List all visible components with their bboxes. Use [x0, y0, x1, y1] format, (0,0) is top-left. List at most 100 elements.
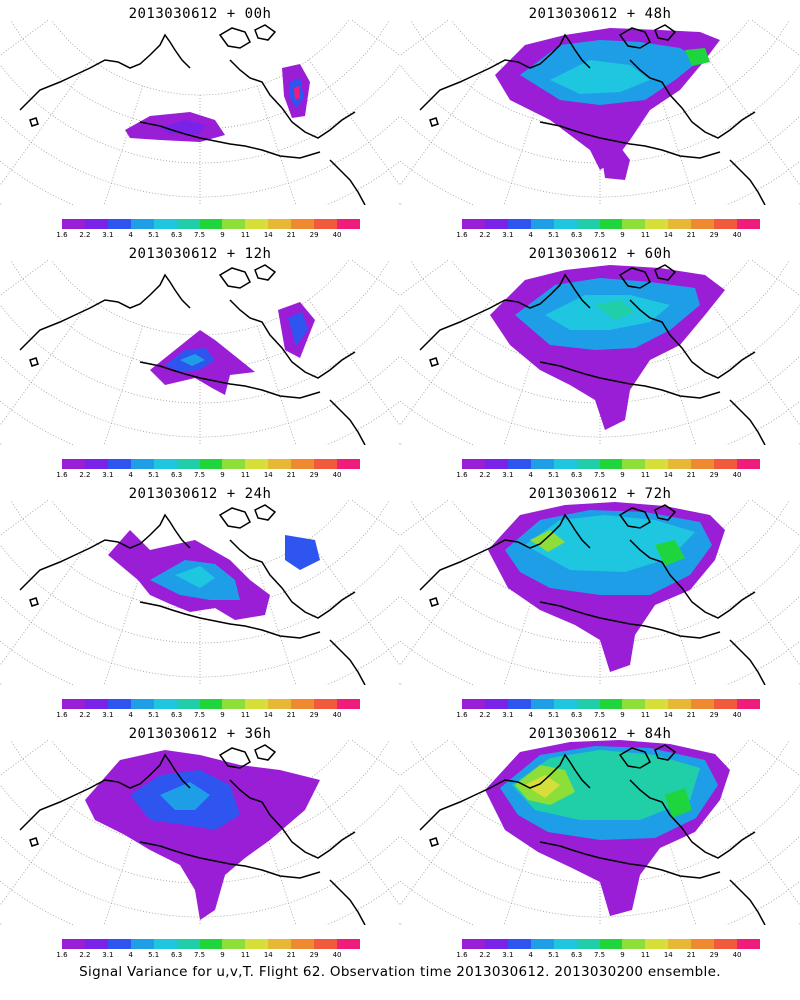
colorbar-tick-label: 7.5	[593, 951, 606, 959]
colorbar-swatch	[62, 699, 85, 709]
colorbar-tick-label: 40	[332, 951, 342, 959]
colorbar-tick-label: 5.1	[548, 471, 560, 479]
colorbar-tick-label: 5.1	[148, 231, 160, 239]
colorbar-swatch	[107, 939, 131, 949]
latitude-gridline	[0, 595, 400, 678]
meridian-gridline	[256, 565, 297, 685]
colorbar-tick-label: 14	[663, 951, 673, 959]
colorbar-swatch	[530, 459, 554, 469]
colorbar-tick-label: 14	[663, 231, 673, 239]
coastline	[19, 33, 191, 111]
colorbar-tick-label: 3.1	[502, 711, 514, 719]
variance-map	[400, 500, 800, 685]
colorbar-tick-label: 40	[332, 231, 342, 239]
colorbar-swatch	[153, 699, 177, 709]
colorbar-swatch	[645, 459, 669, 469]
colorbar-tick-label: 1.6	[456, 471, 468, 479]
figure-caption: Signal Variance for u,v,T. Flight 62. Ob…	[79, 964, 721, 980]
colorbar-tick-label: 1.6	[456, 231, 468, 239]
coastline	[618, 747, 651, 769]
colorbar-swatch	[337, 459, 360, 469]
colorbar-tick-label: 21	[286, 471, 296, 479]
coastline	[539, 121, 721, 159]
meridian-gridline	[308, 59, 400, 186]
colorbar-tick-label: 14	[263, 951, 273, 959]
meridian-gridline	[350, 740, 400, 776]
variance-contour	[600, 140, 630, 180]
colorbar-swatch	[62, 939, 85, 949]
colorbar-swatch	[645, 939, 669, 949]
colorbar-swatch	[291, 939, 315, 949]
colorbar-tick-label: 2.2	[79, 471, 91, 479]
colorbar-swatch	[314, 939, 338, 949]
coastline	[629, 539, 756, 619]
colorbar-swatch	[691, 459, 715, 469]
colorbar-tick-label: 6.3	[171, 951, 183, 959]
colorbar-tick-label: 9	[620, 231, 625, 239]
coastline	[729, 399, 766, 445]
coastline	[254, 264, 277, 281]
colorbar	[62, 699, 360, 709]
colorbar-swatch	[462, 459, 485, 469]
panel-title: 2013030612 + 72h	[528, 486, 672, 502]
colorbar	[62, 459, 360, 469]
colorbar-tick-label: 9	[220, 951, 225, 959]
colorbar-swatch	[130, 219, 154, 229]
colorbar-swatch	[337, 219, 360, 229]
panel-title: 2013030612 + 48h	[528, 6, 672, 22]
colorbar-tick-label: 2.2	[79, 951, 91, 959]
coastline	[139, 601, 321, 639]
colorbar-swatch	[462, 939, 485, 949]
colorbar-swatch	[199, 699, 223, 709]
colorbar-swatch	[507, 939, 531, 949]
colorbar-labels: 1.6 2.2 3.1 4 5.1 6.3 7.5 9 11 14 21 29 40	[56, 711, 360, 721]
map-panel: 2013030612 + 84h 1.6 2.2 3.1 4 5.1 6.3 7.5 9 11 14…	[400, 720, 800, 965]
coastline	[329, 639, 366, 685]
colorbar-swatch	[176, 459, 200, 469]
colorbar-tick-label: 21	[686, 711, 696, 719]
colorbar-swatch	[268, 219, 292, 229]
coastline	[229, 779, 356, 859]
colorbar-swatch	[553, 459, 577, 469]
colorbar-swatch	[645, 219, 669, 229]
colorbar-tick-label: 4	[528, 231, 533, 239]
colorbar-tick-label: 1.6	[56, 231, 68, 239]
meridian-gridline	[308, 299, 400, 426]
meridian-gridline	[503, 85, 544, 205]
colorbar-swatch	[530, 219, 554, 229]
latitude-gridline	[50, 260, 350, 336]
colorbar-tick-label: 2.2	[79, 231, 91, 239]
colorbar-tick-label: 40	[332, 471, 342, 479]
coastline	[419, 273, 591, 351]
coastline	[429, 597, 439, 607]
meridian-gridline	[0, 299, 92, 426]
colorbar-tick-label: 4	[128, 711, 133, 719]
colorbar-tick-label: 21	[286, 711, 296, 719]
colorbar-swatch	[153, 939, 177, 949]
colorbar-swatch	[576, 459, 600, 469]
coastline	[429, 837, 439, 847]
colorbar-tick-label: 21	[686, 951, 696, 959]
colorbar-tick-label: 21	[686, 231, 696, 239]
colorbar-tick-label: 7.5	[593, 711, 606, 719]
colorbar-swatch	[84, 219, 108, 229]
colorbar-labels: 1.6 2.2 3.1 4 5.1 6.3 7.5 9 11 14 21 29 40	[456, 231, 760, 241]
meridian-gridline	[103, 85, 144, 205]
colorbar-swatch	[130, 939, 154, 949]
colorbar-swatch	[84, 699, 108, 709]
colorbar-swatch	[222, 699, 246, 709]
variance-contour	[525, 775, 560, 798]
map-panel: 2013030612 + 60h 1.6 2.2 3.1 4 5.1 6.3 7.5 9 11 14…	[400, 240, 800, 485]
colorbar	[462, 219, 760, 229]
colorbar-tick-label: 6.3	[571, 711, 583, 719]
colorbar-tick-label: 3.1	[502, 951, 514, 959]
coastline	[729, 639, 766, 685]
colorbar-swatch	[622, 459, 646, 469]
colorbar-tick-label: 7.5	[193, 231, 206, 239]
variance-contour	[512, 750, 700, 820]
colorbar-tick-label: 11	[640, 951, 650, 959]
colorbar-tick-label: 11	[240, 471, 250, 479]
colorbar	[462, 699, 760, 709]
coastline	[618, 27, 651, 49]
colorbar-swatch	[337, 939, 360, 949]
